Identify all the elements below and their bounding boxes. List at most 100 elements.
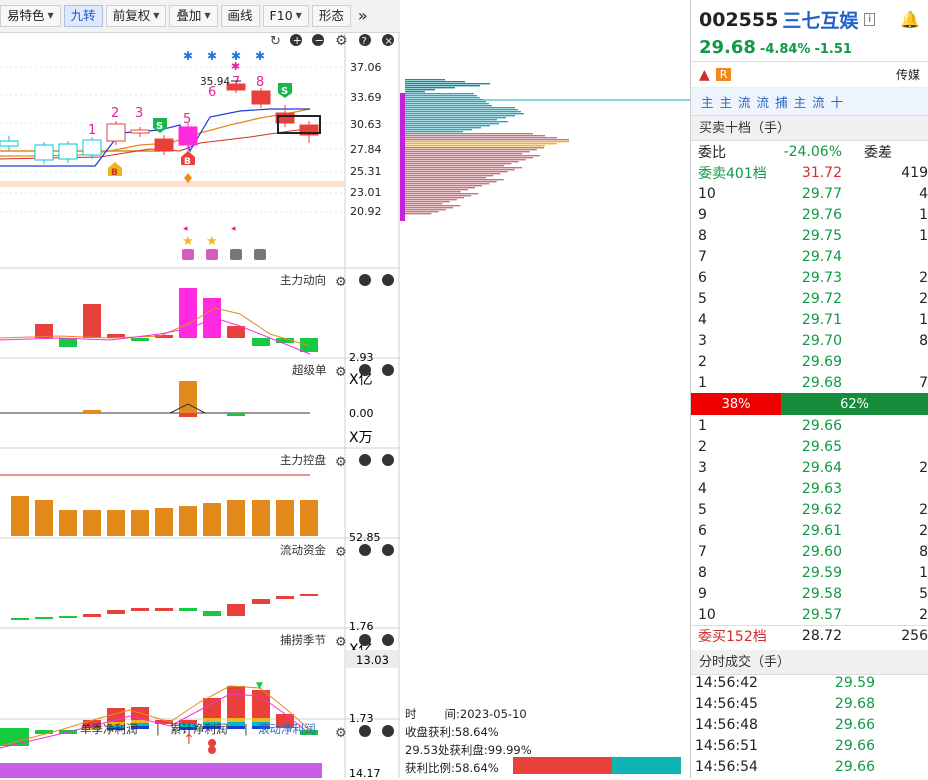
more-icon[interactable]: » bbox=[357, 6, 368, 25]
ask-level: 4 bbox=[698, 311, 707, 328]
close-icon[interactable] bbox=[382, 634, 394, 646]
info-icon[interactable]: i bbox=[864, 13, 876, 26]
help-icon[interactable] bbox=[359, 725, 371, 737]
feature-dropdown[interactable]: 易特色 ▼ bbox=[0, 5, 61, 27]
help-icon[interactable] bbox=[359, 454, 371, 466]
category-tag[interactable]: 十 bbox=[830, 95, 844, 110]
bid-price: 29.66 bbox=[801, 417, 842, 434]
help-icon[interactable] bbox=[359, 274, 371, 286]
help-icon[interactable] bbox=[359, 34, 371, 46]
gear-icon[interactable]: ⚙ bbox=[335, 545, 347, 560]
adjust-dropdown[interactable]: 前复权 ▼ bbox=[105, 5, 167, 27]
bid-row[interactable]: 2 29.65 bbox=[691, 436, 928, 457]
pattern-button[interactable]: 形态 bbox=[311, 5, 351, 27]
category-tag[interactable]: 捕 bbox=[775, 95, 788, 110]
bid-row[interactable]: 5 29.62 2 bbox=[691, 499, 928, 520]
refresh-icon[interactable]: ↻ bbox=[270, 34, 281, 49]
event-box-icon[interactable] bbox=[182, 249, 194, 260]
chip-bars bbox=[405, 79, 569, 215]
close-icon[interactable] bbox=[382, 274, 394, 286]
ask-row[interactable]: 4 29.71 1 bbox=[691, 309, 928, 330]
ask-row[interactable]: 8 29.75 1 bbox=[691, 225, 928, 246]
category-tag[interactable]: 流 bbox=[756, 95, 770, 110]
bid-row[interactable]: 8 29.59 1 bbox=[691, 562, 928, 583]
ask-row[interactable]: 7 29.74 bbox=[691, 246, 928, 267]
category-tag[interactable]: 流 bbox=[812, 95, 825, 110]
ask-row[interactable]: 1 29.68 7 bbox=[691, 372, 928, 393]
bid-level: 10 bbox=[698, 606, 716, 623]
chip-range-bar bbox=[400, 93, 405, 221]
ask-row[interactable]: 9 29.76 1 bbox=[691, 204, 928, 225]
chip-bar bbox=[405, 127, 481, 129]
tab-quarterly-profit[interactable]: 单季净利润 bbox=[80, 722, 138, 736]
draw-line-button[interactable]: 画线 bbox=[220, 5, 260, 27]
close-icon[interactable] bbox=[382, 454, 394, 466]
stock-name[interactable]: 三七互娱 bbox=[782, 10, 859, 32]
trade-price: 29.66 bbox=[834, 717, 875, 733]
event-box-icon[interactable] bbox=[254, 249, 266, 260]
category-tag[interactable]: 主 bbox=[793, 95, 807, 110]
ask-row[interactable]: 5 29.72 2 bbox=[691, 288, 928, 309]
trades-title: 分时成交（手） bbox=[691, 650, 928, 675]
gear-icon[interactable]: ⚙ bbox=[335, 635, 347, 650]
bid-level: 9 bbox=[698, 585, 707, 602]
f10-dropdown[interactable]: F10 ▼ bbox=[262, 5, 309, 27]
tab-rolling-profit[interactable]: 滚动净利润 bbox=[258, 722, 316, 736]
bid-row[interactable]: 3 29.64 2 bbox=[691, 457, 928, 478]
category-tag[interactable]: 主 bbox=[719, 95, 733, 110]
signal-line bbox=[0, 685, 311, 747]
ask-volume: 4 bbox=[919, 185, 928, 202]
bid-row[interactable]: 7 29.60 8 bbox=[691, 541, 928, 562]
bid-price: 29.59 bbox=[801, 564, 842, 581]
help-icon[interactable] bbox=[359, 364, 371, 376]
gear-icon[interactable]: ⚙ bbox=[335, 726, 347, 741]
event-box-icon[interactable] bbox=[206, 249, 218, 260]
tab-cumulative-profit[interactable]: 累计净利润 bbox=[170, 722, 228, 736]
nine-turn-1: 1 bbox=[88, 123, 96, 138]
gear-icon[interactable]: ⚙ bbox=[335, 33, 348, 49]
ask-row[interactable]: 6 29.73 2 bbox=[691, 267, 928, 288]
gear-icon[interactable]: ⚙ bbox=[335, 455, 347, 470]
kline-chart[interactable]: ↻ + − ⚙ ? × 37.06 33.69 30.63 27.84 25.31 23.… bbox=[0, 33, 400, 778]
bid-row[interactable]: 1 29.66 bbox=[691, 415, 928, 436]
zoom-in-icon[interactable] bbox=[290, 34, 302, 46]
bid-row[interactable]: 9 29.58 5 bbox=[691, 583, 928, 604]
event-box-icon[interactable] bbox=[230, 249, 242, 260]
trade-list: 14:56:42 29.59 14:56:45 29.68 14:56:48 29.66 1… bbox=[691, 675, 928, 780]
close-icon[interactable] bbox=[382, 725, 394, 737]
trade-price: 29.59 bbox=[834, 675, 875, 691]
nine-turn-button[interactable]: 九转 bbox=[63, 5, 103, 27]
chip-bar bbox=[405, 85, 480, 87]
bid-row[interactable]: 6 29.61 2 bbox=[691, 520, 928, 541]
close-icon[interactable] bbox=[382, 544, 394, 556]
help-icon[interactable] bbox=[359, 544, 371, 556]
bar bbox=[203, 298, 221, 338]
bell-icon[interactable]: 🔔 bbox=[900, 10, 920, 29]
category-tag[interactable]: 主 bbox=[701, 95, 714, 110]
sector-label[interactable]: 传媒 bbox=[895, 68, 920, 82]
bid-row[interactable]: 4 29.63 bbox=[691, 478, 928, 499]
bar bbox=[179, 413, 197, 417]
nine-turn-labels: 1 2 3 5 6 7 8 bbox=[88, 75, 264, 138]
help-icon[interactable] bbox=[359, 634, 371, 646]
chip-bar bbox=[405, 185, 483, 187]
bid-row[interactable]: 10 29.57 2 bbox=[691, 604, 928, 625]
gear-icon[interactable]: ⚙ bbox=[335, 365, 347, 380]
ask-row[interactable]: 3 29.70 8 bbox=[691, 330, 928, 351]
chip-bar bbox=[405, 135, 545, 137]
profit-bar bbox=[0, 763, 322, 778]
rating-badge[interactable]: R bbox=[715, 68, 732, 81]
category-tag[interactable]: 流 bbox=[738, 95, 751, 110]
warning-icon[interactable]: ▲ bbox=[699, 66, 710, 83]
overlay-dropdown[interactable]: 叠加 ▼ bbox=[169, 5, 218, 27]
close-icon[interactable] bbox=[382, 364, 394, 376]
ask-row[interactable]: 2 29.69 bbox=[691, 351, 928, 372]
ask-row[interactable]: 10 29.77 4 bbox=[691, 183, 928, 204]
close-icon[interactable] bbox=[382, 34, 394, 46]
zoom-out-icon[interactable] bbox=[312, 34, 324, 46]
ask-price: 29.72 bbox=[801, 290, 842, 307]
draw-line-label: 画线 bbox=[227, 8, 253, 23]
gear-icon[interactable]: ⚙ bbox=[335, 275, 347, 290]
f10-label: F10 bbox=[269, 8, 293, 23]
panel-value: 0.00 bbox=[349, 407, 374, 420]
